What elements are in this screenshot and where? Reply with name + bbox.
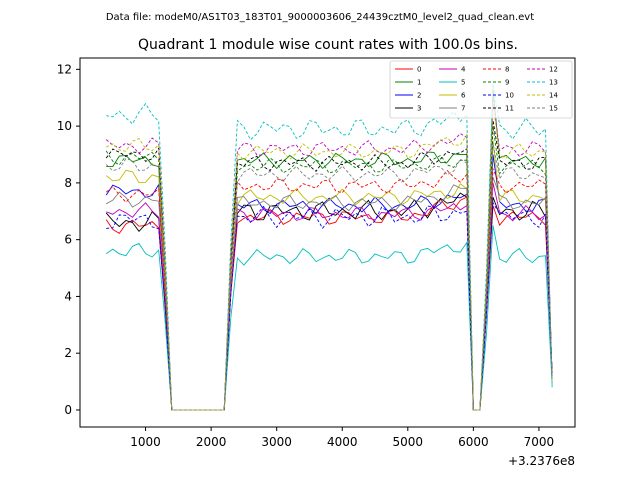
legend-label-7: 7 bbox=[461, 105, 465, 113]
legend-label-10: 10 bbox=[505, 92, 514, 100]
legend-label-5: 5 bbox=[461, 79, 465, 87]
legend-label-6: 6 bbox=[461, 92, 466, 100]
legend-label-13: 13 bbox=[549, 79, 558, 87]
legend-label-12: 12 bbox=[549, 66, 558, 74]
y-tick-label: 12 bbox=[57, 62, 72, 76]
legend-label-4: 4 bbox=[461, 66, 466, 74]
x-offset-label: +3.2376e8 bbox=[508, 454, 575, 468]
legend-label-8: 8 bbox=[505, 66, 509, 74]
x-tick-label: 1000 bbox=[130, 435, 161, 449]
axes-frame bbox=[79, 57, 576, 428]
series-line-14 bbox=[106, 103, 553, 411]
series-line-1 bbox=[106, 89, 553, 411]
y-tick-label: 0 bbox=[64, 403, 72, 417]
legend-label-0: 0 bbox=[417, 66, 421, 74]
y-tick-label: 2 bbox=[64, 346, 72, 360]
legend-label-3: 3 bbox=[417, 105, 421, 113]
legend-label-11: 11 bbox=[505, 105, 514, 113]
x-tick-label: 6000 bbox=[458, 435, 489, 449]
series-layer bbox=[105, 83, 553, 411]
legend-label-9: 9 bbox=[505, 79, 509, 87]
legend-label-15: 15 bbox=[549, 105, 558, 113]
x-tick-label: 5000 bbox=[393, 435, 424, 449]
legend-label-2: 2 bbox=[417, 92, 421, 100]
x-tick-label: 7000 bbox=[524, 435, 555, 449]
y-tick-label: 10 bbox=[57, 119, 72, 133]
y-tick-label: 8 bbox=[64, 176, 72, 190]
chart-title: Quadrant 1 module wise count rates with … bbox=[138, 37, 518, 53]
x-axis: 1000 2000 3000 4000 5000 6000 7000 bbox=[130, 427, 554, 449]
series-line-12 bbox=[105, 97, 553, 411]
series-line-13 bbox=[106, 83, 553, 411]
x-tick-label: 3000 bbox=[261, 435, 292, 449]
series-line-2 bbox=[105, 154, 553, 411]
series-line-7 bbox=[105, 177, 553, 411]
series-line-9 bbox=[105, 126, 553, 411]
y-axis: 0 2 4 6 8 10 12 bbox=[57, 62, 80, 417]
legend-box bbox=[389, 60, 573, 119]
chart-suptitle: Data file: modeM0/AS1T03_183T01_90000036… bbox=[106, 12, 534, 23]
series-line-15 bbox=[105, 143, 553, 411]
legend-label-1: 1 bbox=[417, 79, 421, 87]
series-line-11 bbox=[105, 120, 553, 411]
x-tick-label: 4000 bbox=[327, 435, 358, 449]
legend-label-14: 14 bbox=[549, 92, 558, 100]
y-tick-label: 4 bbox=[64, 289, 72, 303]
y-tick-label: 6 bbox=[64, 233, 72, 247]
x-tick-label: 2000 bbox=[196, 435, 227, 449]
